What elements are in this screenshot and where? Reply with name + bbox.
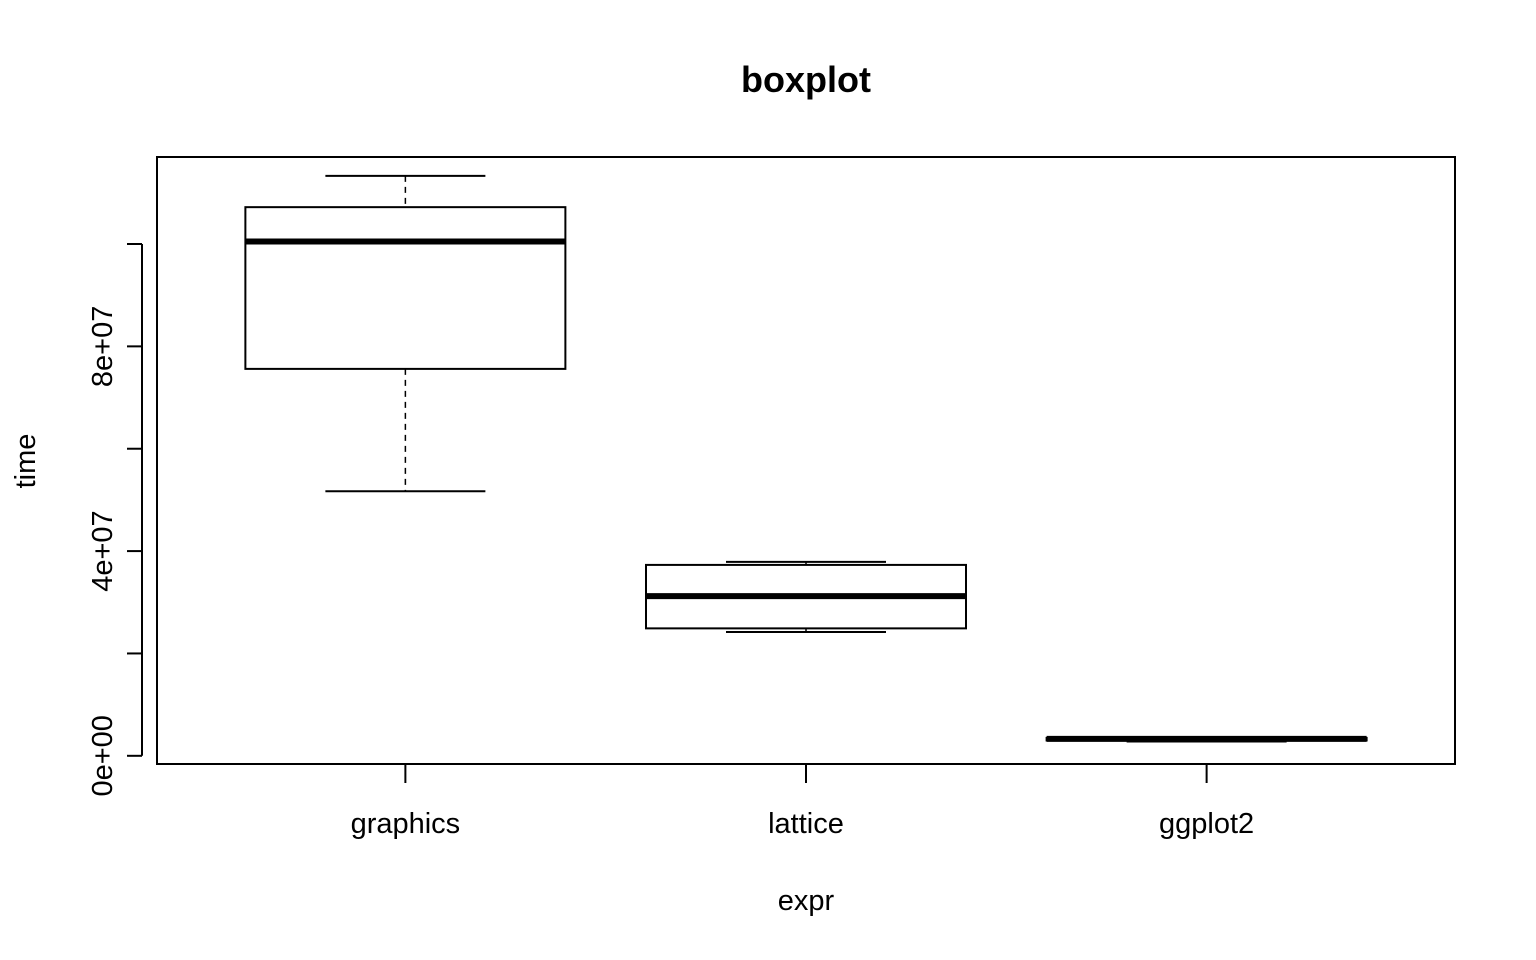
plot-area: 0e+00 4e+07 8e+07 graphics lattice ggplot2 (87, 156, 1456, 840)
x-tick-label-1: lattice (768, 808, 844, 840)
y-axis-label: time (10, 434, 42, 489)
y-tick-label-0: 0e+00 (87, 715, 119, 796)
chart-title: boxplot (741, 59, 871, 100)
box-graphics (244, 206, 567, 370)
x-tick-label-0: graphics (351, 808, 461, 840)
y-tick-label-2: 4e+07 (87, 510, 119, 591)
y-tick-label-4: 8e+07 (87, 306, 119, 387)
x-tick-label-2: ggplot2 (1159, 808, 1254, 840)
x-axis-label: expr (778, 885, 835, 917)
